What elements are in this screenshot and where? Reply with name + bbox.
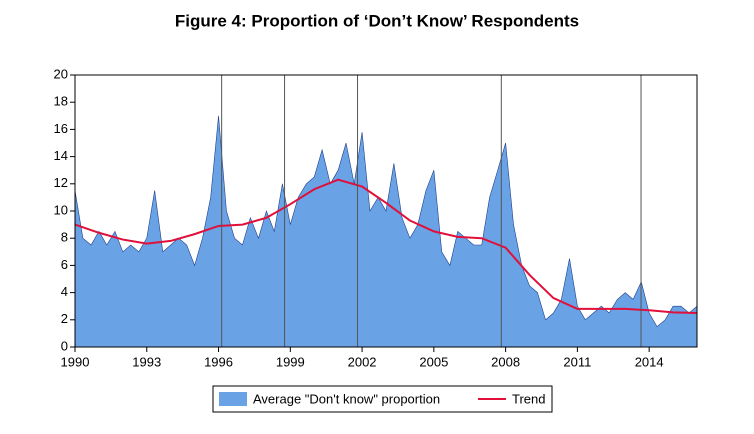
y-tick-label: 0 [61, 338, 68, 353]
y-tick-label: 12 [54, 175, 68, 190]
x-tick-label: 2014 [635, 354, 664, 369]
x-tick-label: 2008 [491, 354, 520, 369]
y-tick-label: 14 [54, 148, 68, 163]
y-tick-label: 4 [61, 284, 68, 299]
x-tick-label: 1993 [132, 354, 161, 369]
y-tick-label: 6 [61, 257, 68, 272]
y-tick-label: 16 [54, 121, 68, 136]
trend-line [74, 178, 698, 314]
x-tick-label: 1999 [276, 354, 305, 369]
x-tick-label: 1996 [204, 354, 233, 369]
y-tick-label: 8 [61, 230, 68, 245]
legend-label: Trend [512, 391, 545, 406]
y-tick-label: 18 [54, 94, 68, 109]
x-tick-label: 2005 [419, 354, 448, 369]
legend-label: Average "Don't know" proportion [253, 391, 440, 406]
x-tick-label: 2011 [563, 354, 591, 369]
legend-swatch [219, 392, 247, 406]
y-tick-label: 20 [54, 66, 68, 81]
area [74, 115, 698, 348]
y-tick-label: 2 [61, 311, 68, 326]
chart-title: Figure 4: Proportion of ‘Don’t Know’ Res… [175, 11, 579, 30]
x-tick-label: 1990 [61, 354, 90, 369]
x-tick-label: 2002 [348, 354, 377, 369]
y-tick-label: 10 [54, 202, 68, 217]
